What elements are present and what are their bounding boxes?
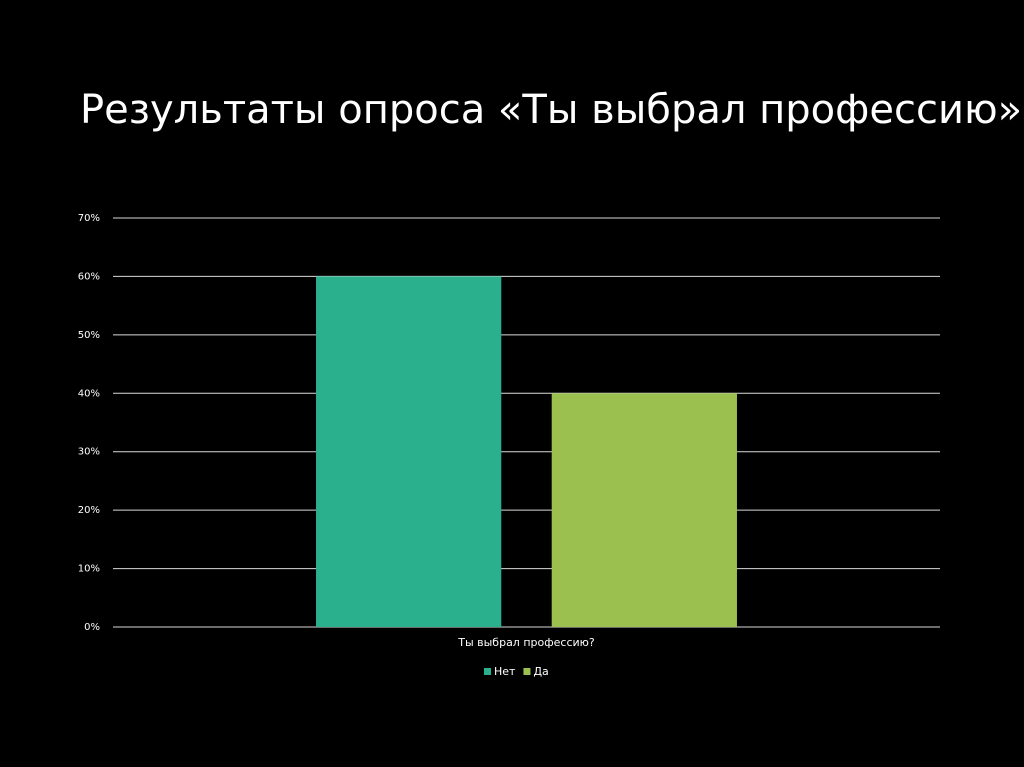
bar	[316, 276, 502, 627]
y-tick-label: 70%	[78, 213, 100, 224]
x-tick-label: Ты выбрал профессию?	[457, 636, 595, 649]
legend-swatch	[484, 668, 491, 675]
y-tick-label: 0%	[84, 622, 100, 633]
bar	[551, 393, 737, 627]
y-tick-label: 10%	[78, 564, 100, 575]
y-tick-label: 30%	[78, 447, 100, 458]
chart-title: Результаты опроса «Ты выбрал профессию»	[80, 87, 1022, 133]
y-tick-label: 40%	[78, 388, 100, 399]
legend-label: Да	[533, 665, 548, 678]
legend-swatch	[523, 668, 531, 675]
legend-label: Нет	[494, 665, 516, 678]
y-tick-label: 20%	[78, 505, 100, 516]
y-tick-label: 50%	[78, 330, 100, 341]
y-tick-label: 60%	[78, 271, 100, 282]
